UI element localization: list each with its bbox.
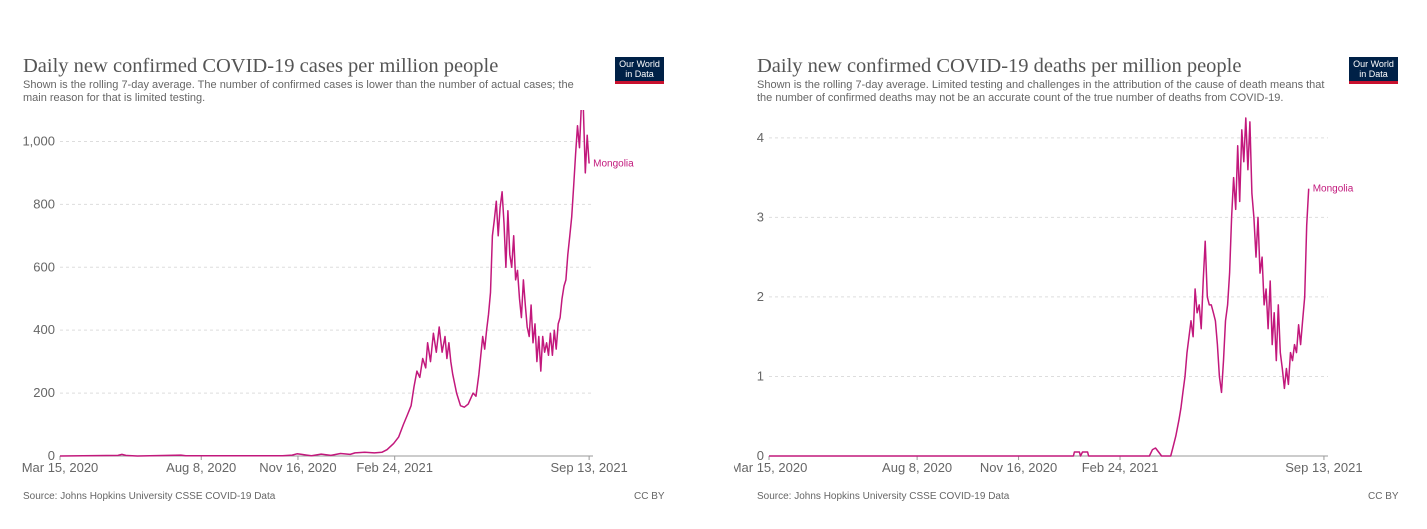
deaths-chart-panel: Daily new confirmed COVID-19 deaths per … — [734, 0, 1427, 529]
cases-chart-panel: Daily new confirmed COVID-19 cases per m… — [0, 0, 700, 529]
y-tick-label: 1,000 — [22, 133, 55, 148]
deaths-line-chart: 0 1 2 3 4 Mar 15, 2020 Aug 8, 2020 Nov 16, 2020… — [734, 117, 1363, 475]
y-tick-label: 4 — [757, 130, 764, 145]
series-line-mongolia — [59, 110, 590, 457]
series-label: Mongolia — [1313, 184, 1354, 195]
y-tick-label: 400 — [33, 322, 55, 337]
chart-subtitle: Shown is the rolling 7-day average. Limi… — [757, 79, 1325, 104]
chart-source[interactable]: Source: Johns Hopkins University CSSE CO… — [23, 491, 276, 502]
chart-license[interactable]: CC BY — [634, 491, 665, 502]
x-tick-label: Nov 16, 2020 — [259, 460, 336, 475]
logo-line-1: Our World — [1353, 59, 1394, 69]
y-tick-label: 2 — [757, 289, 764, 304]
x-tick-label: Sep 13, 2021 — [550, 460, 627, 475]
chart-source[interactable]: Source: Johns Hopkins University CSSE CO… — [757, 491, 1010, 502]
chart-title: Daily new confirmed COVID-19 deaths per … — [757, 55, 1242, 77]
cases-line-chart: 0 200 400 600 800 1,000 Mar 15, 2020 Aug 8, 202… — [22, 110, 634, 475]
series-line-mongolia — [769, 117, 1310, 457]
y-tick-label: 200 — [33, 385, 55, 400]
y-tick-label: 1 — [757, 368, 764, 383]
owid-logo[interactable]: Our World in Data — [1349, 57, 1398, 84]
x-tick-label: Mar 15, 2020 — [22, 460, 99, 475]
y-tick-label: 0 — [757, 448, 764, 463]
x-tick-label: Sep 13, 2021 — [1285, 460, 1362, 475]
logo-line-1: Our World — [619, 59, 660, 69]
chart-subtitle: Shown is the rolling 7-day average. The … — [23, 79, 574, 104]
y-tick-label: 0 — [48, 448, 55, 463]
x-tick-label: Aug 8, 2020 — [166, 460, 236, 475]
series-label: Mongolia — [593, 158, 634, 169]
logo-line-2: in Data — [625, 69, 654, 79]
y-tick-label: 800 — [33, 196, 55, 211]
x-tick-label: Mar 15, 2020 — [734, 460, 807, 475]
owid-logo[interactable]: Our World in Data — [615, 57, 664, 84]
x-tick-label: Feb 24, 2021 — [1082, 460, 1159, 475]
y-tick-label: 3 — [757, 209, 764, 224]
chart-title: Daily new confirmed COVID-19 cases per m… — [23, 55, 499, 77]
x-tick-label: Feb 24, 2021 — [356, 460, 433, 475]
x-tick-label: Aug 8, 2020 — [882, 460, 952, 475]
chart-license[interactable]: CC BY — [1368, 491, 1399, 502]
y-tick-label: 600 — [33, 259, 55, 274]
logo-line-2: in Data — [1359, 69, 1388, 79]
x-tick-label: Nov 16, 2020 — [980, 460, 1057, 475]
